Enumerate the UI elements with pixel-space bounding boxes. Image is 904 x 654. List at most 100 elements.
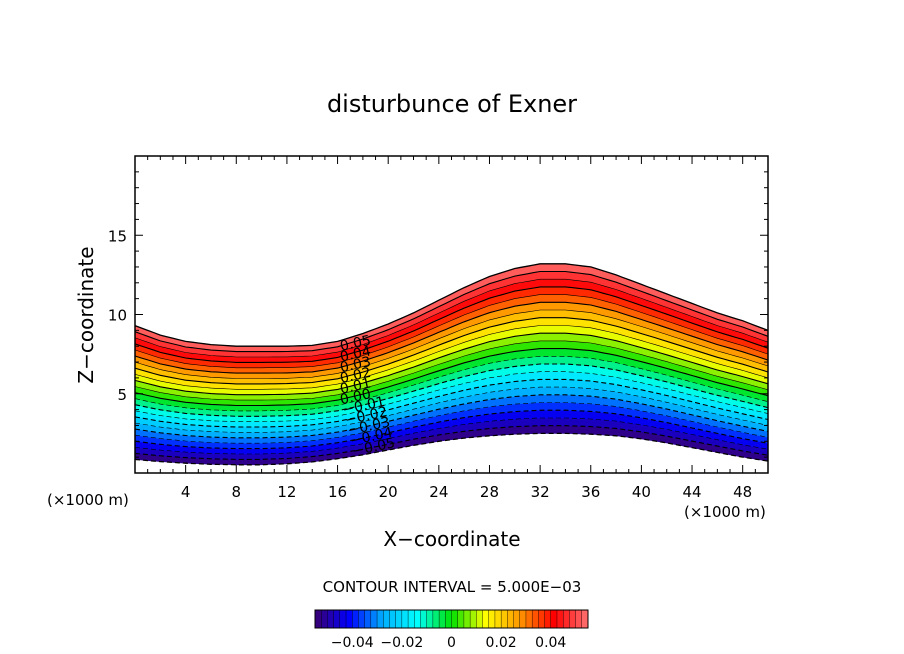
colorbar-swatch (352, 609, 359, 629)
colorbar-swatch (525, 609, 533, 629)
colorbar-swatch (389, 609, 397, 629)
contour-line (134, 294, 769, 369)
colorbar-frame (314, 609, 589, 629)
chart-title: disturbunce of Exner (327, 90, 577, 118)
contour-line (134, 371, 769, 422)
colorbar-swatch (556, 609, 564, 629)
contour-lines (134, 263, 769, 466)
contour-line (134, 402, 769, 444)
y-tick-label: 10 (108, 307, 127, 325)
colorbar-swatch (420, 609, 428, 629)
colorbar-swatch (314, 609, 322, 629)
x-tick-label: 8 (232, 483, 242, 501)
contour-line (134, 340, 769, 401)
colorbar-swatch (538, 609, 546, 629)
colorbar-swatch (407, 609, 415, 629)
colorbar-swatch (482, 609, 490, 629)
colorbar-tick-label: −0.04 (331, 635, 374, 651)
x-tick-label: 32 (531, 483, 550, 501)
contour-label: 0.00 (339, 386, 373, 408)
contour-label: 0.05 (339, 333, 373, 355)
colorbar-swatch (519, 609, 527, 629)
contour-line (134, 432, 769, 466)
colorbar-swatch (383, 609, 390, 629)
contour-line (134, 325, 769, 390)
colorbar-swatch (488, 609, 496, 629)
colorbar-tick-label: 0.04 (535, 635, 566, 651)
colorbar-swatch (569, 609, 577, 629)
x-tick-label: 44 (682, 483, 701, 501)
colorbar-swatch (321, 609, 328, 629)
colorbar-swatch (426, 609, 434, 629)
x-tick-label: 24 (429, 483, 448, 501)
colorbar-swatch (358, 609, 366, 629)
contour-label: 0.01 (339, 375, 373, 397)
contour-line (134, 417, 769, 455)
colorbar-swatch (333, 609, 341, 629)
colorbar-swatch (457, 609, 465, 629)
colorbar-swatch (562, 609, 570, 629)
colorbar-swatch (376, 609, 384, 629)
contour-line (134, 348, 769, 407)
colorbar-swatch (451, 609, 459, 629)
colorbar-swatch (327, 609, 335, 629)
colorbar-swatch (339, 609, 347, 629)
contour-line (134, 425, 769, 460)
x-unit-left: (×1000 m) (47, 491, 129, 509)
x-tick-label: 36 (581, 483, 600, 501)
colorbar-swatch (469, 609, 477, 629)
x-tick-label: 48 (733, 483, 752, 501)
contour-line (134, 317, 769, 385)
contour-line (134, 409, 769, 450)
colorbar-swatch (463, 609, 471, 629)
colorbar-swatch (414, 609, 421, 629)
colorbar: −0.04 −0.02 0 0.02 0.04 (314, 609, 589, 651)
x-tick-label: 12 (277, 483, 296, 501)
colorbar-swatch (494, 609, 502, 629)
contour-label: 0.04 (339, 343, 373, 365)
colorbar-swatch (395, 609, 403, 629)
contour-line (134, 263, 769, 347)
colorbar-swatch (500, 609, 508, 629)
colorbar-swatch (581, 609, 589, 629)
colorbar-swatch (432, 609, 440, 629)
contour-label: 0.03 (339, 354, 373, 376)
contour-line (134, 270, 769, 353)
y-tick-label: 15 (108, 227, 127, 245)
colorbar-swatch (550, 609, 558, 629)
contour-labels: 0.050.040.030.020.010.00−0.01−0.02−0.03−… (339, 333, 397, 460)
colorbar-swatch (438, 609, 446, 629)
x-tick-label: 28 (480, 483, 499, 501)
colorbar-swatch (575, 609, 583, 629)
colorbar-tick-label: −0.02 (380, 635, 423, 651)
y-tick-label: 5 (117, 386, 127, 404)
colorbar-swatch (445, 609, 452, 629)
colorbar-swatch (364, 609, 372, 629)
x-tick-label: 16 (328, 483, 347, 501)
colorbar-swatch (544, 609, 552, 629)
contour-line (134, 356, 769, 412)
contour-line (134, 286, 769, 363)
x-axis-label: X−coordinate (383, 527, 520, 551)
colorbar-swatch (401, 609, 409, 629)
contour-line (134, 394, 769, 439)
colorbar-swatch (370, 609, 378, 629)
colorbar-swatch (531, 609, 539, 629)
contour-line (134, 332, 769, 396)
contour-line (134, 309, 769, 379)
y-axis-label: Z−coordinate (74, 246, 98, 383)
colorbar-swatch (476, 609, 484, 629)
x-tick-label: 40 (632, 483, 651, 501)
contour-line (134, 278, 769, 358)
x-tick-label: 4 (181, 483, 191, 501)
contour-interval-text: CONTOUR INTERVAL = 5.000E−03 (323, 578, 582, 596)
contour-line (134, 301, 769, 374)
contour-label: 0.02 (339, 365, 373, 387)
colorbar-tick-label: 0.02 (486, 635, 517, 651)
contour-line (134, 386, 769, 433)
x-tick-label: 20 (379, 483, 398, 501)
contour-line (134, 363, 769, 417)
colorbar-swatch (345, 609, 353, 629)
